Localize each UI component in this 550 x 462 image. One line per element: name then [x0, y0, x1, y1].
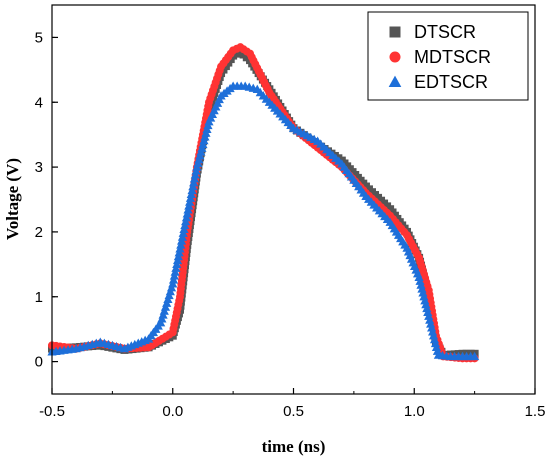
x-tick-label: 1.0 [404, 403, 425, 420]
y-tick-label: 0 [35, 354, 43, 371]
x-tick-label: 0.0 [162, 403, 183, 420]
x-tick-label: 1.5 [525, 403, 546, 420]
x-axis-title: time (ns) [262, 437, 326, 456]
legend-marker [389, 51, 401, 63]
x-tick-label: 0.5 [283, 403, 304, 420]
y-axis-title: Voltage (V) [3, 158, 22, 240]
data-point [426, 319, 436, 328]
data-point [425, 315, 435, 324]
data-point [420, 296, 430, 305]
data-point [428, 327, 438, 336]
legend-marker [388, 75, 402, 88]
data-point [429, 334, 440, 344]
data-point [428, 331, 439, 340]
data-point [424, 311, 434, 320]
data-point [414, 272, 424, 281]
series-edtscr [47, 81, 480, 361]
data-point [470, 351, 480, 361]
data-point [421, 299, 431, 309]
legend-label: MDTSCR [414, 47, 491, 67]
data-point [417, 284, 427, 293]
data-point [431, 342, 442, 351]
legend: DTSCR MDTSCR EDTSCR [367, 11, 529, 101]
data-point [432, 346, 443, 355]
y-tick-label: 1 [35, 289, 43, 306]
y-tick-label: 3 [35, 159, 43, 176]
data-point [419, 292, 429, 301]
legend-marker [389, 26, 401, 38]
y-tick-label: 5 [35, 29, 43, 46]
data-point [418, 288, 428, 297]
data-point [427, 323, 437, 332]
y-tick-label: 4 [35, 94, 43, 111]
x-tick-label: -0.5 [39, 403, 65, 420]
axis-ticks: -0.5 0.0 0.5 1.0 1.5 0 1 2 3 4 5 [35, 29, 546, 420]
data-point [422, 303, 432, 313]
data-point [415, 276, 425, 285]
y-tick-label: 2 [35, 224, 43, 241]
legend-label: DTSCR [414, 22, 476, 42]
data-point [416, 280, 426, 289]
data-point [430, 338, 441, 348]
data-point [423, 307, 433, 316]
legend-label: EDTSCR [414, 72, 488, 92]
